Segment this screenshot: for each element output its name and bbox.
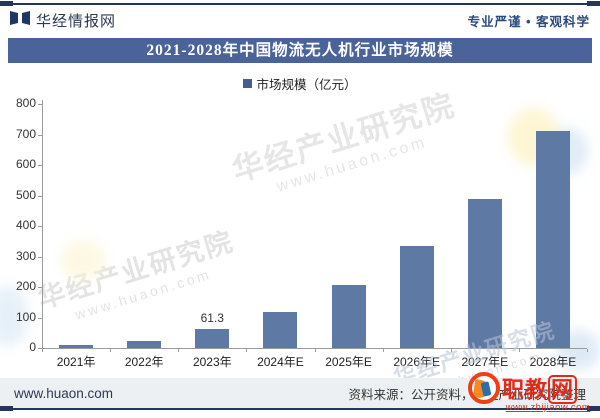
x-axis-tick — [314, 349, 316, 352]
y-axis-tick — [38, 348, 42, 349]
y-axis-tick-label: 200 — [15, 279, 36, 293]
x-axis-label: 2021年 — [56, 355, 96, 369]
bar-2025年E — [331, 285, 366, 348]
top-rule-left-cap — [0, 1, 13, 6]
site-logo: 华经情报网 — [10, 10, 116, 31]
footer-bar: www.huaon.com 资料来源：公开资料，华经产业研究院整理 — [0, 378, 600, 408]
zhijiaowang-url: www.zhijiaow.com — [505, 402, 591, 413]
top-rule — [0, 3, 600, 5]
x-axis-tick — [42, 349, 43, 352]
y-axis-tick-label: 300 — [15, 248, 36, 263]
x-axis-line — [42, 348, 587, 349]
x-axis-label: 2028年E — [529, 355, 577, 369]
header: 华经情报网 专业严谨 • 客观科学 — [10, 8, 590, 32]
x-axis-tick — [178, 349, 180, 352]
x-axis-tick — [246, 349, 248, 352]
x-axis-label: 2027年E — [461, 355, 509, 369]
y-axis-line — [42, 100, 43, 348]
y-axis-tick — [38, 317, 42, 319]
zhijiaowang-watermark: 职教网 www.zhijiaow.com — [468, 372, 598, 416]
bar-2022年 — [127, 341, 162, 348]
bottom-rule-left-cap — [0, 406, 13, 411]
x-axis-label: 2022年 — [124, 355, 164, 369]
bottom-rule — [0, 408, 600, 410]
x-axis-tick — [518, 349, 520, 352]
zhijiaowang-brand-text: 职教网 — [502, 372, 578, 404]
x-axis-label: 2025年E — [325, 355, 372, 369]
bar-data-label: 61.3 — [200, 311, 224, 326]
top-rule-right-cap — [587, 1, 600, 6]
x-axis-tick — [110, 349, 112, 352]
y-axis-tick-label: 600 — [15, 157, 36, 171]
y-axis-tick-label: 500 — [15, 187, 36, 202]
y-axis-tick-label: 100 — [15, 309, 36, 324]
x-axis-tick — [382, 349, 384, 352]
bar-2028年E — [535, 130, 570, 348]
y-axis-tick — [38, 287, 42, 288]
x-axis-label: 2026年E — [393, 355, 441, 369]
x-axis-tick — [450, 349, 452, 352]
footer-site-url: www.huaon.com — [14, 385, 114, 401]
legend-label: 市场规模（亿元） — [256, 78, 357, 92]
bar-2027年E — [467, 198, 502, 348]
y-axis-tick-label: 800 — [15, 96, 36, 110]
x-axis-label: 2023年 — [192, 355, 232, 369]
x-axis-tick — [587, 349, 588, 352]
y-axis-tick — [38, 134, 42, 136]
y-axis-tick-label: 700 — [15, 126, 36, 141]
chart-legend: 市场规模（亿元） — [0, 74, 600, 93]
legend-swatch — [243, 79, 253, 88]
site-logo-text: 华经情报网 — [36, 12, 117, 30]
bar-2021年 — [59, 344, 94, 348]
x-axis-label: 2024年E — [257, 355, 304, 369]
bar-2024年E — [263, 312, 298, 348]
y-axis-tick — [38, 226, 42, 227]
chart-title-banner: 2021-2028年中国物流无人机行业市场规模 — [8, 38, 592, 63]
zhijiaowang-logo-icon — [468, 372, 500, 404]
y-axis-tick-label: 0 — [29, 340, 36, 354]
y-axis-tick-label: 400 — [15, 218, 36, 232]
y-axis-tick — [38, 195, 42, 197]
y-axis-tick — [38, 104, 42, 105]
book-logo-icon — [10, 10, 30, 31]
footer-source-note: 资料来源：公开资料，华经产业研究院整理 — [348, 387, 586, 402]
bar-2026年E — [399, 245, 434, 348]
bar-2023年 — [195, 329, 230, 348]
y-axis-tick — [38, 256, 42, 258]
header-tagline: 专业严谨 • 客观科学 — [467, 14, 590, 29]
y-axis-tick — [38, 165, 42, 166]
bottom-rule-right-cap — [587, 406, 600, 411]
